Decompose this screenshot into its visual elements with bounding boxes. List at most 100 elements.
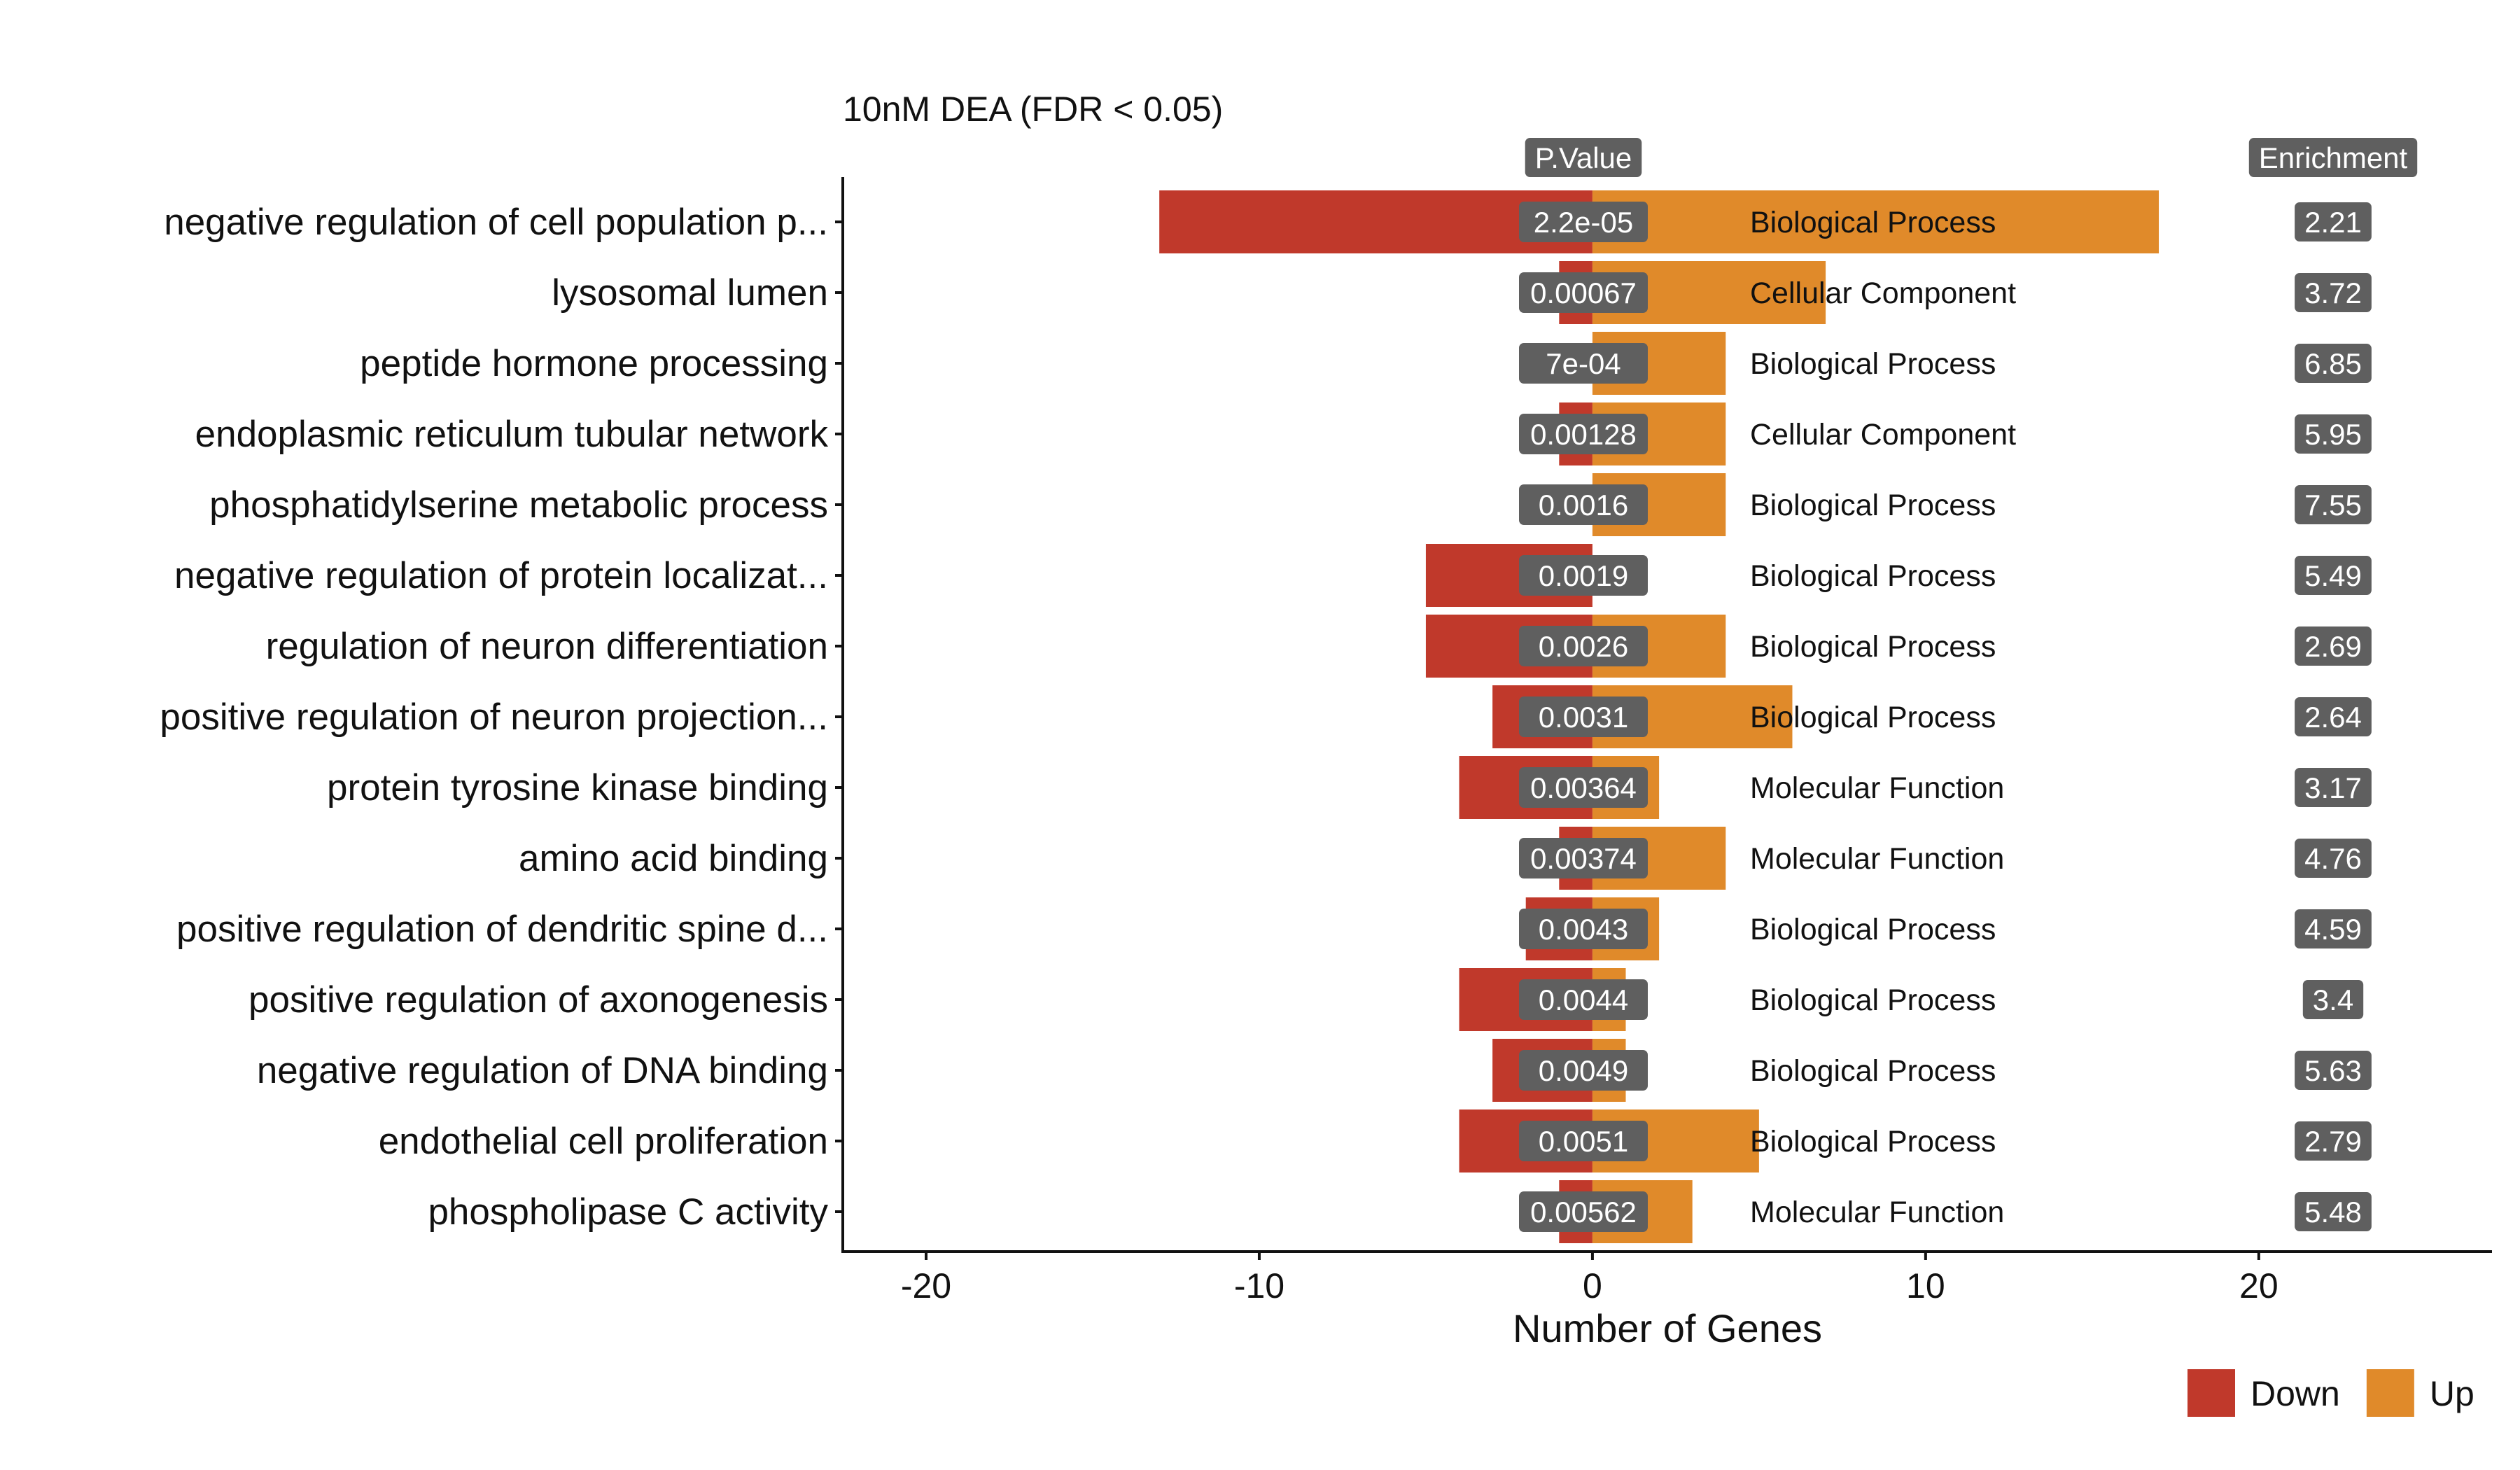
go-type-11: Biological Process — [1750, 983, 1996, 1017]
category-label-5: negative regulation of protein localizat… — [174, 555, 828, 596]
pvalue-text-3: 0.00128 — [1530, 418, 1637, 451]
category-label-9: amino acid binding — [519, 838, 828, 879]
enrichment-layer: Enrichment 2.21 3.72 6.85 5.95 7.55 5.49 2.69 2.… — [2248, 138, 2418, 1231]
enrichment-label-6-text: 2.69 — [2304, 630, 2362, 663]
pvalue-label-12: 0.0049 — [1519, 1050, 1648, 1091]
pvalue-pill-13 — [1519, 1121, 1648, 1161]
category-label-4: phosphatidylserine metabolic process — [209, 484, 828, 526]
enrichment-header: Enrichment — [2248, 138, 2418, 177]
pvalue-label-9: 0.00374 — [1519, 838, 1648, 878]
x-tick-label-10: 10 — [1906, 1266, 1945, 1306]
pvalue-text-7: 0.0031 — [1539, 701, 1628, 734]
go-type-8: Molecular Function — [1750, 771, 2004, 805]
enrichment-label-0-bg — [2295, 202, 2372, 241]
legend-swatch-down — [2188, 1369, 2235, 1417]
pvalue-label-8: 0.00364 — [1519, 767, 1648, 808]
go-type-12: Biological Process — [1750, 1054, 1996, 1088]
axes — [835, 177, 2492, 1253]
legend-label-up: Up — [2430, 1374, 2474, 1413]
enrichment-label-13: 2.79 — [2295, 1121, 2372, 1161]
pvalue-pill-8 — [1519, 767, 1648, 808]
pvalue-pill-10 — [1519, 909, 1648, 949]
enrichment-label-0-text: 2.21 — [2304, 206, 2362, 239]
enrichment-label-13-bg — [2295, 1121, 2372, 1161]
pvalue-label-5: 0.0019 — [1519, 555, 1648, 596]
x-ticks: -20 -10 0 10 20 — [901, 1252, 2278, 1306]
chart-title: 10nM DEA (FDR < 0.05) — [843, 90, 1223, 129]
enrichment-label-13-text: 2.79 — [2304, 1125, 2362, 1158]
pvalue-pill-1 — [1519, 272, 1648, 313]
enrichment-label-7: 2.64 — [2295, 697, 2372, 736]
enrichment-label-8-text: 3.17 — [2304, 771, 2362, 804]
enrichment-label-4-text: 7.55 — [2304, 489, 2362, 522]
pvalue-text-14: 0.00562 — [1530, 1196, 1637, 1228]
category-label-10: positive regulation of dendritic spine d… — [176, 909, 828, 950]
enrichment-label-7-text: 2.64 — [2304, 701, 2362, 734]
enrichment-label-9: 4.76 — [2295, 839, 2372, 878]
category-label-0: negative regulation of cell population p… — [164, 202, 828, 243]
x-tick-label--20: -20 — [901, 1266, 951, 1306]
enrichment-label-4: 7.55 — [2295, 485, 2372, 524]
pvalue-label-4: 0.0016 — [1519, 484, 1648, 525]
go-type-13: Biological Process — [1750, 1125, 1996, 1158]
enrichment-label-3-bg — [2295, 414, 2372, 454]
category-label-1: lysosomal lumen — [552, 272, 828, 314]
category-label-3: endoplasmic reticulum tubular network — [195, 414, 829, 455]
pvalue-label-1: 0.00067 — [1519, 272, 1648, 313]
enrichment-label-7-bg — [2295, 697, 2372, 736]
pvalue-text-9: 0.00374 — [1530, 842, 1637, 875]
pvalue-pill-12 — [1519, 1050, 1648, 1091]
enrichment-label-6: 2.69 — [2295, 626, 2372, 666]
enrichment-label-5: 5.49 — [2295, 556, 2372, 595]
enrichment-label-0: 2.21 — [2295, 202, 2372, 241]
x-axis-title: Number of Genes — [1513, 1306, 1822, 1350]
go-type-14: Molecular Function — [1750, 1196, 2004, 1229]
enrichment-label-1-bg — [2295, 273, 2372, 312]
enrichment-label-6-bg — [2295, 626, 2372, 666]
category-label-13: endothelial cell proliferation — [379, 1121, 828, 1162]
category-label-14: phospholipase C activity — [428, 1191, 828, 1233]
category-label-2: peptide hormone processing — [360, 343, 828, 384]
go-type-layer: Biological Process Cellular Component Biol… — [1750, 206, 2016, 1229]
enrichment-label-3: 5.95 — [2295, 414, 2372, 454]
category-label-11: positive regulation of axonogenesis — [248, 979, 828, 1021]
pvalue-pill-11 — [1519, 979, 1648, 1020]
pvalue-header: P.Value — [1525, 138, 1642, 177]
x-tick-label--10: -10 — [1234, 1266, 1284, 1306]
pvalue-label-10: 0.0043 — [1519, 909, 1648, 949]
pvalue-layer: P.Value 2.2e-05 0.00067 7e-04 0.00128 0.0016 0… — [1519, 138, 1648, 1232]
enrichment-label-2: 6.85 — [2295, 344, 2372, 383]
pvalue-text-12: 0.0049 — [1539, 1054, 1628, 1087]
enrichment-label-10: 4.59 — [2295, 909, 2372, 948]
go-type-3: Cellular Component — [1750, 418, 2016, 451]
enrichment-label-12: 5.63 — [2295, 1051, 2372, 1090]
pvalue-pill-6 — [1519, 626, 1648, 666]
enrichment-header-bg — [2248, 138, 2418, 177]
pvalue-text-13: 0.0051 — [1539, 1125, 1628, 1158]
pvalue-label-6: 0.0026 — [1519, 626, 1648, 666]
enrichment-label-11-bg — [2302, 980, 2364, 1019]
category-labels: negative regulation of cell population p… — [160, 202, 828, 1233]
enrichment-label-2-text: 6.85 — [2304, 347, 2362, 380]
legend-label-down: Down — [2250, 1374, 2340, 1413]
enrichment-label-2-bg — [2295, 344, 2372, 383]
bars-layer — [1159, 190, 2160, 1243]
go-type-10: Biological Process — [1750, 913, 1996, 946]
pvalue-pill-5 — [1519, 555, 1648, 596]
enrichment-label-11-text: 3.4 — [2313, 983, 2353, 1016]
category-label-6: regulation of neuron differentiation — [266, 626, 828, 667]
go-type-1: Cellular Component — [1750, 276, 2016, 310]
enrichment-label-9-text: 4.76 — [2304, 842, 2362, 875]
bar-up-0 — [1592, 190, 2160, 253]
enrichment-label-5-text: 5.49 — [2304, 559, 2362, 592]
enrichment-label-9-bg — [2295, 839, 2372, 878]
enrichment-label-14-bg — [2295, 1192, 2372, 1231]
go-type-5: Biological Process — [1750, 559, 1996, 593]
enrichment-label-14: 5.48 — [2295, 1192, 2372, 1231]
pvalue-pill-14 — [1519, 1191, 1648, 1232]
enrichment-label-12-text: 5.63 — [2304, 1054, 2362, 1087]
pvalue-text-1: 0.00067 — [1530, 276, 1637, 309]
enrichment-label-5-bg — [2295, 556, 2372, 595]
pvalue-label-2: 7e-04 — [1519, 343, 1648, 384]
